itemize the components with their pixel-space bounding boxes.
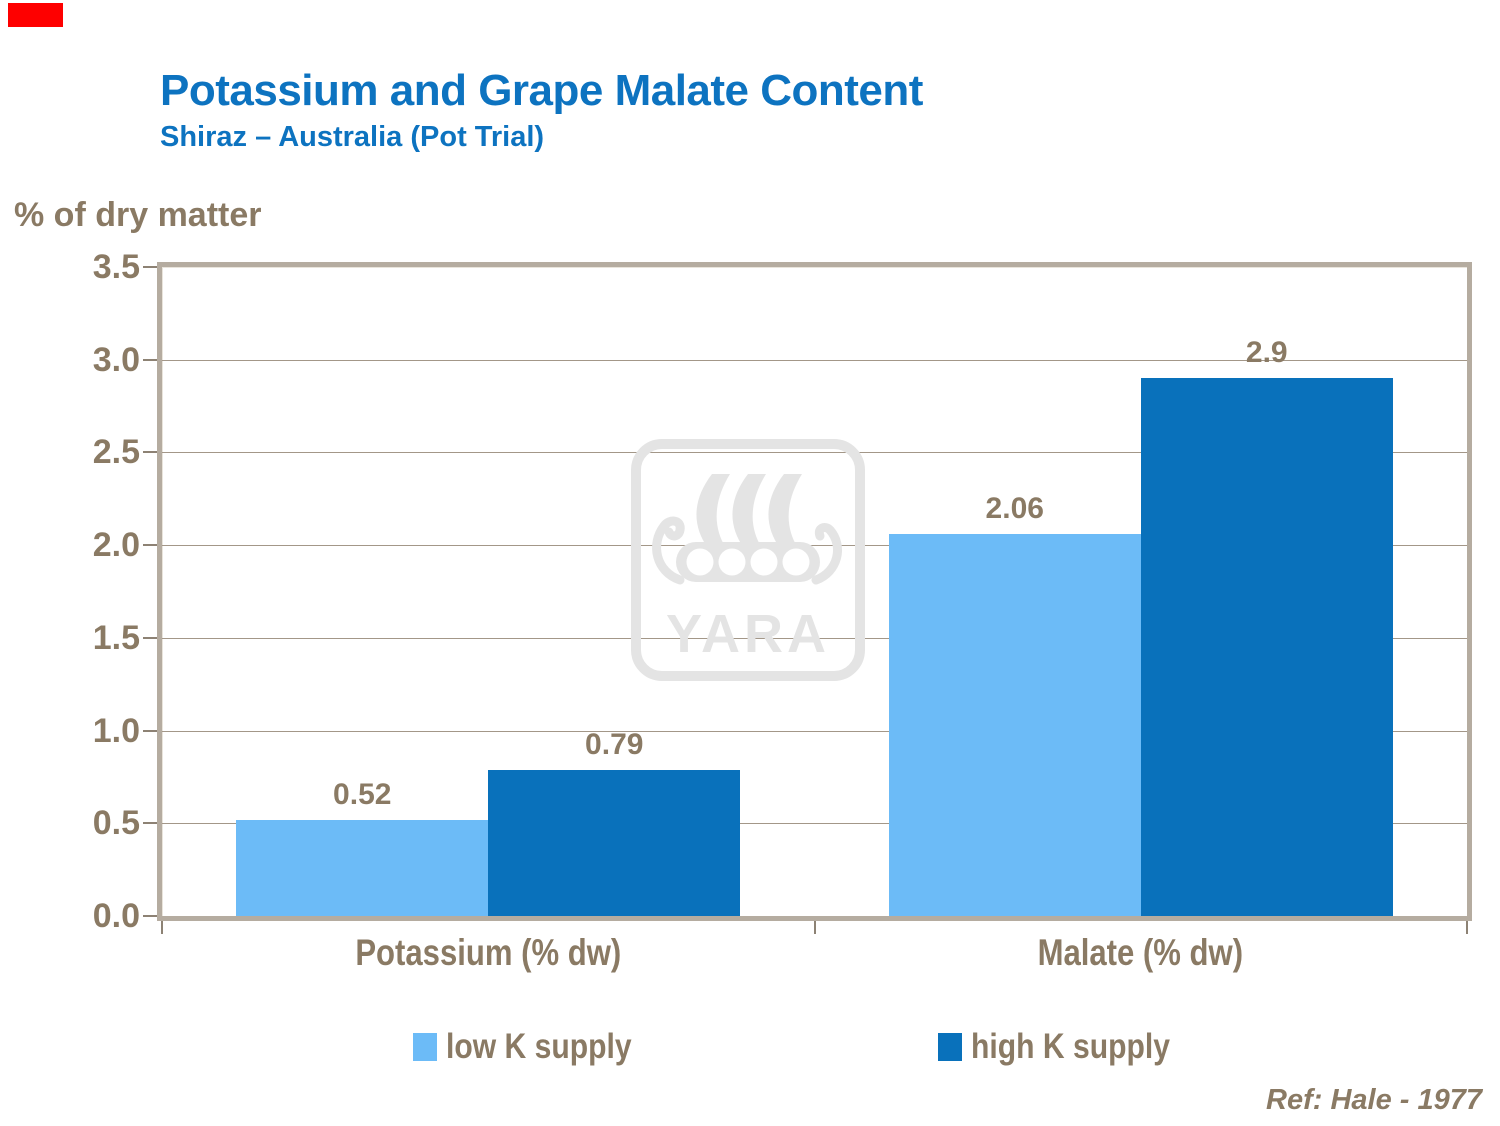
bar-high-K-supply-2 bbox=[1140, 378, 1393, 916]
legend-label-high-k: high K supply bbox=[971, 1027, 1170, 1066]
y-tick-label: 0.5 bbox=[92, 804, 140, 843]
y-tick-mark bbox=[143, 636, 157, 639]
y-tick-label: 2.0 bbox=[92, 526, 140, 565]
y-tick-label: 1.5 bbox=[92, 618, 140, 657]
y-tick-label: 2.5 bbox=[92, 433, 140, 472]
y-tick-label: 3.5 bbox=[92, 248, 140, 286]
gridline bbox=[162, 545, 1467, 547]
x-tick-mark bbox=[1466, 921, 1468, 934]
x-category-label: Potassium (% dw) bbox=[162, 932, 815, 974]
bar-high-K-supply-1 bbox=[488, 769, 741, 916]
legend-swatch-low-k bbox=[413, 1033, 437, 1061]
watermark-frame bbox=[631, 439, 865, 681]
y-tick-mark bbox=[143, 822, 157, 825]
y-tick-label: 0.0 bbox=[92, 897, 140, 935]
slide-corner-marker bbox=[8, 3, 63, 27]
x-category-label-text: Malate (% dw) bbox=[1037, 932, 1244, 973]
y-tick-mark bbox=[143, 358, 157, 361]
bar-value-label: 2.06 bbox=[985, 492, 1044, 526]
bar-low-K-supply-1 bbox=[236, 819, 489, 916]
chart-title: Potassium and Grape Malate Content bbox=[160, 66, 923, 115]
x-tick-mark bbox=[161, 921, 163, 934]
watermark-wordmark: YARA bbox=[666, 604, 830, 664]
gridline bbox=[162, 452, 1467, 454]
viking-ship-hull-icon bbox=[652, 516, 842, 585]
gridline bbox=[162, 823, 1467, 825]
reference-text: Ref: Hale - 1977 bbox=[1266, 1084, 1482, 1116]
bar-value-label: 0.79 bbox=[585, 727, 644, 761]
y-tick-mark bbox=[143, 729, 157, 732]
y-axis-title: % of dry matter bbox=[14, 196, 262, 234]
yara-logo-watermark: YARA bbox=[631, 439, 865, 681]
viking-ship-sails-icon bbox=[696, 474, 802, 548]
x-tick-mark bbox=[813, 921, 816, 934]
y-tick-mark bbox=[143, 266, 157, 268]
y-tick-label: 1.0 bbox=[92, 711, 140, 750]
legend-item-low-k: low K supply bbox=[413, 1027, 662, 1066]
bar-value-label: 2.9 bbox=[1245, 336, 1288, 370]
y-tick-mark bbox=[143, 451, 157, 454]
gridline bbox=[162, 730, 1467, 732]
bar-value-label: 0.52 bbox=[333, 777, 392, 811]
gridline bbox=[162, 637, 1467, 639]
bar-low-K-supply-2 bbox=[888, 534, 1141, 916]
y-tick-mark bbox=[143, 915, 157, 917]
y-tick-mark bbox=[143, 544, 157, 547]
chart-subtitle: Shiraz – Australia (Pot Trial) bbox=[160, 121, 545, 153]
y-tick-label: 3.0 bbox=[92, 340, 140, 379]
gridline bbox=[162, 359, 1467, 361]
plot-area bbox=[157, 262, 1472, 921]
x-category-label-text: Potassium (% dw) bbox=[355, 932, 622, 973]
x-category-label: Malate (% dw) bbox=[815, 932, 1468, 974]
legend-label-low-k: low K supply bbox=[446, 1027, 632, 1066]
legend-item-high-k: high K supply bbox=[938, 1027, 1202, 1066]
legend-swatch-high-k bbox=[938, 1033, 962, 1061]
